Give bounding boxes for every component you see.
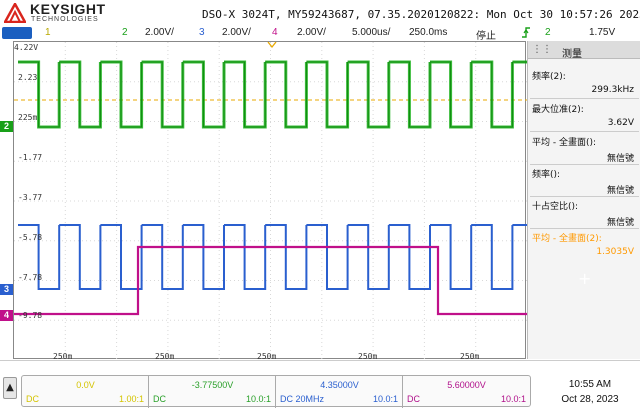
clock: 10:55 AM Oct 28, 2023 [545,379,635,405]
ch1-probe: 1.00:1 [118,394,144,404]
ch1-coupling: DC [26,394,39,404]
trigger-source[interactable]: 2 [545,27,551,38]
meas-divider [530,164,639,165]
ch2-offset: -3.77500V [191,380,234,390]
v-label-0: 4.22V [14,43,39,52]
run-state[interactable]: 停止 [476,31,496,42]
v-label-4: -3.77 [18,193,43,202]
meas-label-0: 频率(2): [532,72,566,82]
waveform-display[interactable] [13,41,527,360]
meas-label-3: 频率(): [532,170,561,180]
v-label-6: -7.78 [18,273,43,282]
measurements-header[interactable]: ⋮⋮ 测量 [528,41,640,60]
measurements-panel: ⋮⋮ 测量 频率(2): 299.3kHz 最大位准(2): 3.62V 平均 … [527,41,640,359]
meas-divider [530,131,639,132]
meas-value-2: 無信號 [606,154,634,164]
meas-value-3: 無信號 [606,186,634,196]
v-label-1: 2.23 [18,73,38,82]
ch3-probe: 10.0:1 [372,394,398,404]
clock-date: Oct 28, 2023 [561,394,619,405]
bottom-bar: ▲ 0.0V DC 1.00:1 -3.77500V DC 10.0:1 4.3… [0,360,640,409]
panel-menu-icon[interactable]: ⋮⋮ [532,44,552,55]
h-label-4: 250m [460,352,480,361]
meas-label-1: 最大位准(2): [532,105,584,115]
clock-time: 10:55 AM [568,379,612,390]
ch2-scale[interactable]: 2.00V/ [145,27,174,38]
brand-subtitle: TECHNOLOGIES [31,16,99,23]
ch3-offset: 4.35000V [320,380,359,390]
ch4-scale[interactable]: 2.00V/ [297,27,326,38]
keysight-logo-icon [4,3,26,23]
v-label-3: -1.77 [18,153,43,162]
ch3-settings[interactable]: 4.35000V DC 20MHz 10.0:1 [276,376,403,408]
ch2-ground-marker[interactable]: 2 [0,121,13,132]
meas-value-5: 1.3035V [596,247,634,257]
run-mode-badge[interactable] [2,27,32,39]
ch4-waveform [14,245,527,316]
ch4-probe: 10.0:1 [500,394,526,404]
trigger-edge-icon [521,27,531,41]
h-label-3: 250m [358,352,378,361]
ch3-ground-marker[interactable]: 3 [0,284,13,295]
v-label-7: -9.78 [18,311,43,320]
meas-divider [530,196,639,197]
keysight-logo: KEYSIGHT TECHNOLOGIES [4,1,124,25]
v-label-2: 225m [18,113,38,122]
h-label-0: 250m [53,352,73,361]
ch2-waveform-core [18,61,527,128]
meas-divider [530,228,639,229]
ch4-coupling: DC [407,394,420,404]
horizontal-delay[interactable]: 250.0ms [409,27,448,38]
ch4-offset: 5.60000V [447,380,486,390]
h-label-2: 250m [257,352,277,361]
trigger-position-marker [267,42,277,49]
ch2-coupling: DC [153,394,166,404]
channel-bar: 1 2 2.00V/ 3 2.00V/ 4 2.00V/ 5.000us/ 25… [0,26,640,42]
ch3-number[interactable]: 3 [199,27,205,38]
arrow-up-icon: ▲ [6,382,14,393]
timebase[interactable]: 5.000us/ [352,27,391,38]
brand-name: KEYSIGHT [30,1,106,17]
meas-divider [530,98,639,99]
ch2-number[interactable]: 2 [122,27,128,38]
ch4-ground-marker[interactable]: 4 [0,310,13,321]
ch2-settings[interactable]: -3.77500V DC 10.0:1 [149,376,276,408]
ch2-probe: 10.0:1 [245,394,271,404]
measurements-title: 测量 [562,49,582,60]
add-measurement-button[interactable]: + [578,269,592,288]
ch4-settings[interactable]: 5.60000V DC 10.0:1 [403,376,530,408]
scope-info: DSO-X 3024T, MY59243687, 07.35.202012082… [202,8,640,21]
channel-settings-bar: 0.0V DC 1.00:1 -3.77500V DC 10.0:1 4.350… [21,375,531,408]
ch1-number[interactable]: 1 [45,27,51,38]
header: KEYSIGHT TECHNOLOGIES DSO-X 3024T, MY592… [0,0,640,26]
h-label-1: 250m [155,352,175,361]
ch1-settings[interactable]: 0.0V DC 1.00:1 [22,376,149,408]
ch3-scale[interactable]: 2.00V/ [222,27,251,38]
meas-value-4: 無信號 [606,218,634,228]
meas-label-5: 平均 - 全畫面(2): [532,234,602,244]
ch1-offset: 0.0V [76,380,95,390]
ch3-waveform [18,224,527,290]
meas-value-1: 3.62V [607,118,634,128]
meas-value-0: 299.3kHz [591,85,634,95]
waveform-canvas [14,42,527,360]
meas-label-2: 平均 - 全畫面(): [532,138,597,148]
ch4-number[interactable]: 4 [272,27,278,38]
trigger-level[interactable]: 1.75V [589,27,616,38]
meas-label-4: 十占空比(): [532,202,579,212]
v-label-5: -5.78 [18,233,43,242]
ch3-coupling: DC 20MHz [280,394,325,404]
expand-up-button[interactable]: ▲ [3,377,17,399]
